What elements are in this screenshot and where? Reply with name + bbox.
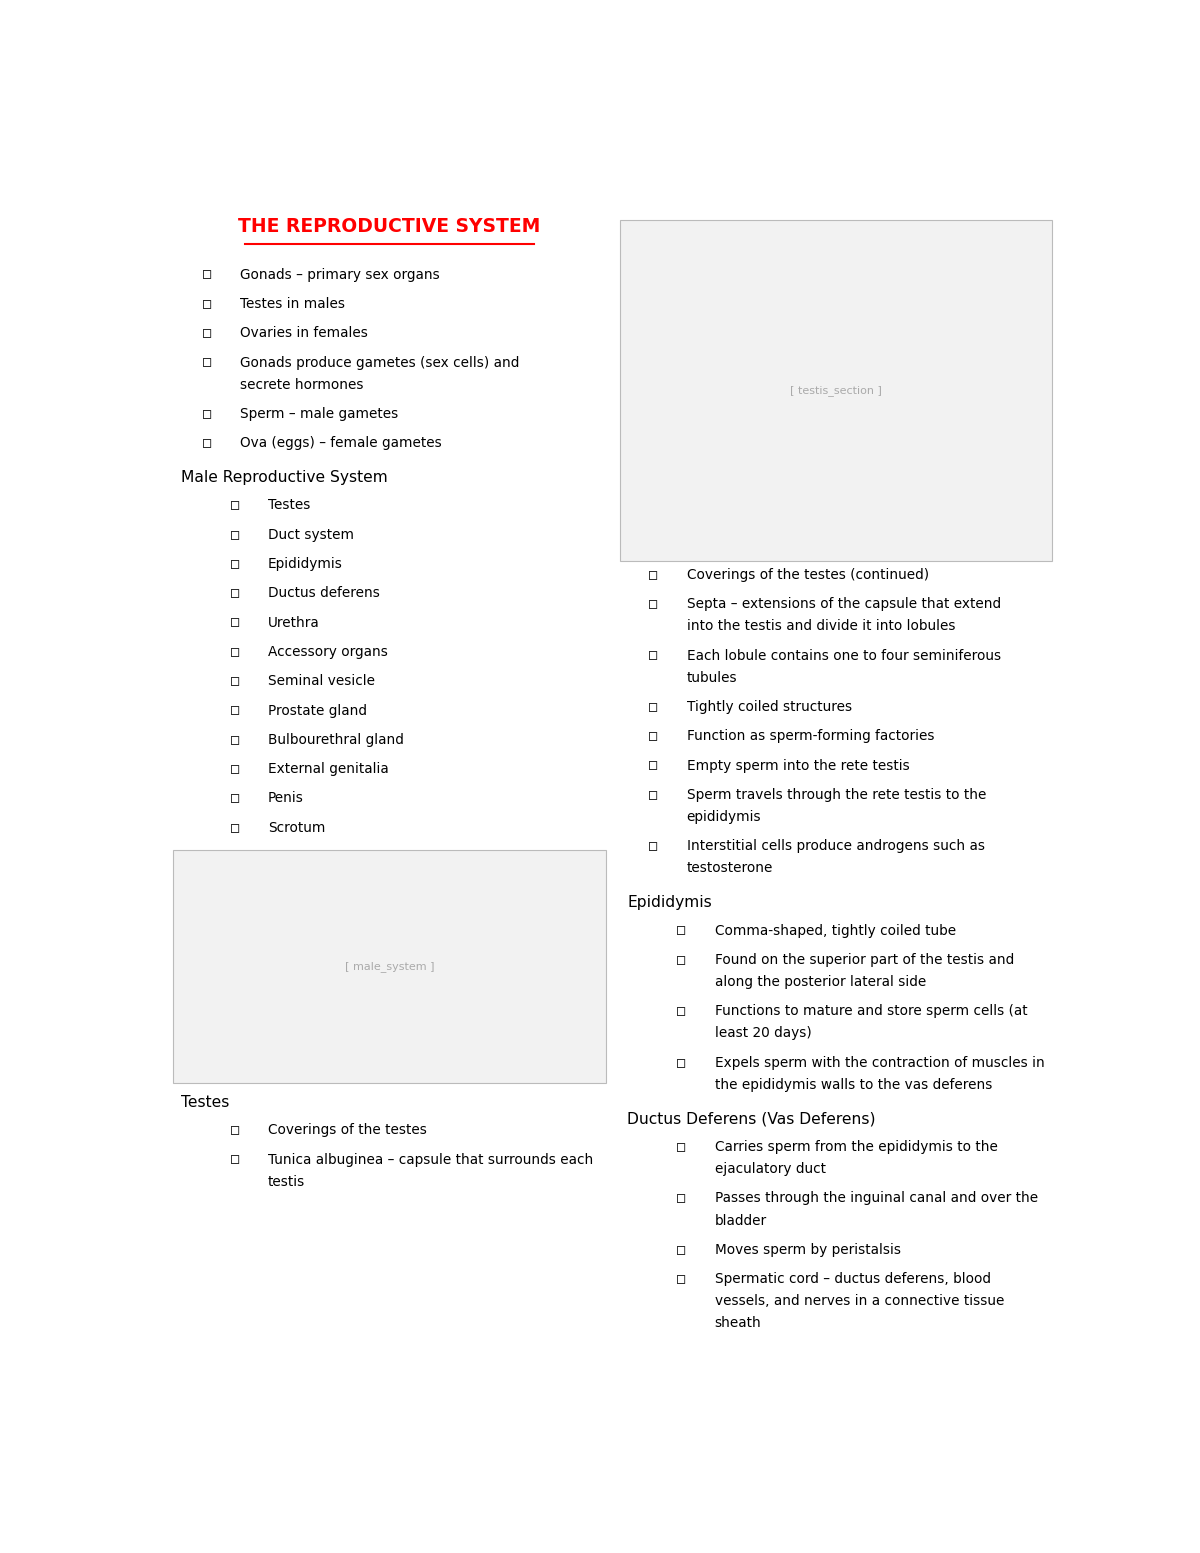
Text: the epididymis walls to the vas deferens: the epididymis walls to the vas deferens [714,1078,992,1092]
Text: □: □ [230,558,239,572]
Text: □: □ [649,568,658,582]
Text: tubules: tubules [686,671,737,685]
Text: Sperm – male gametes: Sperm – male gametes [240,407,398,421]
Text: □: □ [230,733,239,747]
Text: Each lobule contains one to four seminiferous: Each lobule contains one to four seminif… [686,649,1001,663]
Text: Ductus deferens: Ductus deferens [268,587,380,601]
Text: Penis: Penis [268,792,304,806]
Text: [ testis_section ]: [ testis_section ] [790,385,882,396]
Text: □: □ [677,1272,685,1286]
Text: □: □ [230,674,239,688]
Text: □: □ [649,730,658,744]
Text: □: □ [230,1123,239,1137]
Text: Spermatic cord – ductus deferens, blood: Spermatic cord – ductus deferens, blood [714,1272,990,1286]
Text: □: □ [649,758,658,772]
Text: Coverings of the testes (continued): Coverings of the testes (continued) [686,568,929,582]
Text: THE REPRODUCTIVE SYSTEM: THE REPRODUCTIVE SYSTEM [239,217,541,236]
Text: ejaculatory duct: ejaculatory duct [714,1162,826,1176]
Text: □: □ [677,954,685,968]
Text: □: □ [230,615,239,629]
Text: Functions to mature and store sperm cells (at: Functions to mature and store sperm cell… [714,1005,1027,1019]
Text: □: □ [203,407,211,421]
Text: Ovaries in females: Ovaries in females [240,326,368,340]
Text: Moves sperm by peristalsis: Moves sperm by peristalsis [714,1242,900,1256]
Text: □: □ [230,644,239,658]
Text: □: □ [649,787,658,801]
Text: bladder: bladder [714,1213,767,1227]
Text: □: □ [230,499,239,512]
Text: least 20 days): least 20 days) [714,1027,811,1041]
Text: Seminal vesicle: Seminal vesicle [268,674,376,688]
Text: □: □ [649,839,658,853]
Text: □: □ [203,436,211,450]
Text: □: □ [677,1140,685,1154]
Text: Function as sperm-forming factories: Function as sperm-forming factories [686,730,934,744]
Text: Testes: Testes [268,499,311,512]
Text: Gonads – primary sex organs: Gonads – primary sex organs [240,267,440,281]
Text: □: □ [230,528,239,542]
Text: External genitalia: External genitalia [268,763,389,776]
Text: testis: testis [268,1174,305,1188]
Text: secrete hormones: secrete hormones [240,377,364,391]
Text: Interstitial cells produce androgens such as: Interstitial cells produce androgens suc… [686,839,985,853]
Bar [619,221,1052,561]
Text: vessels, and nerves in a connective tissue: vessels, and nerves in a connective tiss… [714,1294,1004,1308]
Text: Ductus Deferens (Vas Deferens): Ductus Deferens (Vas Deferens) [628,1112,876,1127]
Bar [173,849,606,1082]
Text: Epididymis: Epididymis [268,558,343,572]
Text: □: □ [203,297,211,311]
Text: □: □ [230,820,239,834]
Text: □: □ [677,1056,685,1070]
Text: Carries sperm from the epididymis to the: Carries sperm from the epididymis to the [714,1140,997,1154]
Text: □: □ [649,596,658,612]
Text: □: □ [203,356,211,370]
Text: testosterone: testosterone [686,862,773,876]
Text: Accessory organs: Accessory organs [268,644,388,658]
Text: Expels sperm with the contraction of muscles in: Expels sperm with the contraction of mus… [714,1056,1044,1070]
Text: Gonads produce gametes (sex cells) and: Gonads produce gametes (sex cells) and [240,356,520,370]
Text: □: □ [677,1005,685,1019]
Text: □: □ [230,1152,239,1166]
Text: □: □ [230,704,239,717]
Text: Found on the superior part of the testis and: Found on the superior part of the testis… [714,954,1014,968]
Text: Empty sperm into the rete testis: Empty sperm into the rete testis [686,758,910,772]
Text: Prostate gland: Prostate gland [268,704,367,717]
Text: □: □ [677,924,685,938]
Text: □: □ [677,1242,685,1256]
Text: □: □ [677,1191,685,1205]
Text: Scrotum: Scrotum [268,820,325,834]
Text: Ova (eggs) – female gametes: Ova (eggs) – female gametes [240,436,442,450]
Text: Comma-shaped, tightly coiled tube: Comma-shaped, tightly coiled tube [714,924,955,938]
Text: Bulbourethral gland: Bulbourethral gland [268,733,404,747]
Text: □: □ [203,267,211,281]
Text: epididymis: epididymis [686,811,761,825]
Text: □: □ [230,763,239,776]
Text: Duct system: Duct system [268,528,354,542]
Text: Testes: Testes [181,1095,229,1110]
Text: □: □ [649,700,658,714]
Text: □: □ [649,649,658,663]
Text: □: □ [203,326,211,340]
Text: sheath: sheath [714,1317,761,1331]
Text: Tightly coiled structures: Tightly coiled structures [686,700,852,714]
Text: Epididymis: Epididymis [628,896,712,910]
Text: Tunica albuginea – capsule that surrounds each: Tunica albuginea – capsule that surround… [268,1152,593,1166]
Text: into the testis and divide it into lobules: into the testis and divide it into lobul… [686,620,955,634]
Text: Passes through the inguinal canal and over the: Passes through the inguinal canal and ov… [714,1191,1038,1205]
Text: Septa – extensions of the capsule that extend: Septa – extensions of the capsule that e… [686,596,1001,612]
Text: Testes in males: Testes in males [240,297,346,311]
Text: [ male_system ]: [ male_system ] [344,961,434,972]
Text: Urethra: Urethra [268,615,320,629]
Text: along the posterior lateral side: along the posterior lateral side [714,975,925,989]
Text: □: □ [230,792,239,806]
Text: □: □ [230,587,239,601]
Text: Coverings of the testes: Coverings of the testes [268,1123,427,1137]
Text: Male Reproductive System: Male Reproductive System [181,471,388,486]
Text: Sperm travels through the rete testis to the: Sperm travels through the rete testis to… [686,787,986,801]
